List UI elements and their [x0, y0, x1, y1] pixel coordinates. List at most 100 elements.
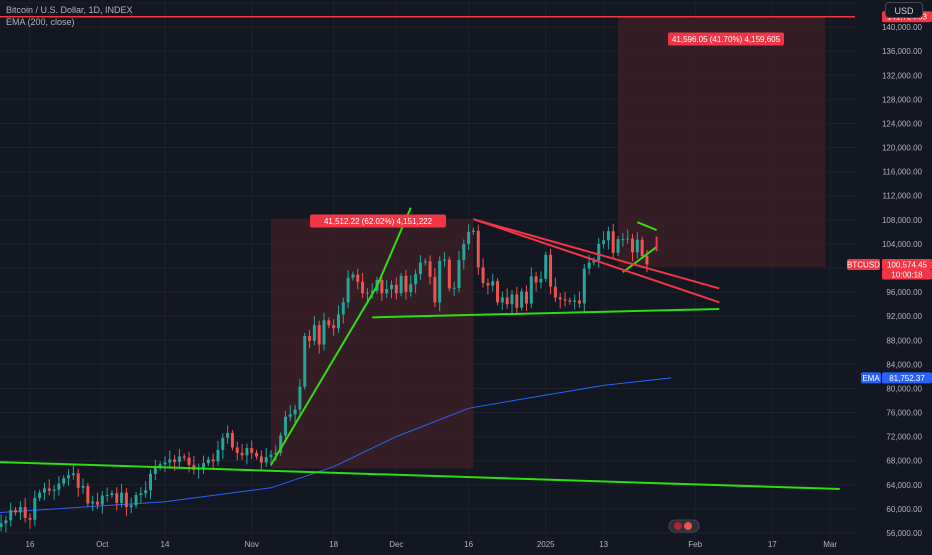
- candle-body: [23, 507, 27, 518]
- candle-body: [187, 457, 191, 465]
- candle-body: [298, 386, 302, 410]
- candle-body: [86, 486, 90, 504]
- symbol-title[interactable]: Bitcoin / U.S. Dollar, 1D, INDEX: [6, 5, 133, 15]
- trend-line-green: [270, 285, 378, 466]
- candle-body: [293, 409, 297, 415]
- candle-body: [134, 495, 138, 506]
- candle-body: [91, 501, 95, 504]
- measure-zone: [618, 16, 826, 267]
- candle-body: [380, 280, 384, 294]
- candle-body: [452, 287, 456, 289]
- ema-line: [0, 377, 672, 514]
- candle-body: [496, 281, 500, 303]
- candle-body: [129, 505, 133, 508]
- ema-name-tag-text: EMA: [862, 374, 880, 383]
- time-tick-label: Mar: [823, 540, 837, 549]
- candle-body: [351, 274, 355, 278]
- candle-body: [558, 297, 562, 300]
- candle-body: [0, 523, 3, 527]
- ema-name-tag: EMA: [861, 372, 881, 384]
- candle-body: [370, 290, 374, 293]
- candle-body: [529, 276, 533, 304]
- candle-body: [71, 473, 75, 476]
- candle-body: [481, 267, 485, 284]
- price-tick-label: 64,000.00: [886, 481, 922, 490]
- candle-body: [182, 456, 186, 458]
- candle-body: [582, 268, 586, 304]
- candle-body: [279, 435, 283, 453]
- candle-body: [476, 230, 480, 268]
- price-axis: 56,000.00 60,000.00 64,000.00 68,000.00 72,0…: [882, 23, 923, 538]
- price-tick-label: 108,000.00: [882, 216, 923, 225]
- candle-body: [524, 291, 528, 304]
- ema-value-tag-text: 81,752.37: [889, 374, 925, 383]
- time-tick-label: 13: [599, 540, 608, 549]
- candle-body: [33, 498, 37, 520]
- candle-body: [409, 284, 413, 293]
- candle-body: [52, 489, 56, 491]
- measure-label-second: 41,596.05 (41.70%) 4,159,605: [668, 32, 784, 46]
- candle-body: [500, 297, 504, 303]
- candle-body: [14, 510, 18, 513]
- candle-body: [139, 493, 143, 496]
- price-tick-label: 68,000.00: [886, 457, 922, 466]
- candle-body: [515, 294, 519, 308]
- candle-body: [264, 457, 268, 463]
- indicator-label[interactable]: EMA (200, close): [6, 17, 75, 27]
- time-tick-label: 2025: [537, 540, 555, 549]
- candle-body: [510, 294, 514, 305]
- time-tick-label: 16: [26, 540, 35, 549]
- candle-body: [505, 297, 509, 305]
- candle-body: [110, 493, 114, 496]
- price-tick-label: 112,000.00: [883, 192, 923, 201]
- candle-body: [28, 517, 32, 520]
- candle-body: [587, 262, 591, 269]
- price-tick-label: 136,000.00: [882, 47, 923, 56]
- candle-body: [230, 433, 234, 448]
- candle-body: [467, 231, 471, 244]
- candle-body: [245, 448, 249, 456]
- candle-body: [341, 302, 345, 315]
- price-tick-label: 116,000.00: [883, 168, 923, 177]
- candle-body: [240, 452, 244, 456]
- candle-body: [621, 239, 625, 241]
- candle-body: [57, 483, 61, 490]
- currency-button[interactable]: USD: [885, 2, 923, 18]
- candle-body: [534, 276, 538, 283]
- candle-body: [539, 278, 543, 283]
- candle-body: [438, 260, 442, 303]
- candle-body: [38, 492, 42, 499]
- countdown-tag-text: 10:00:18: [891, 271, 923, 280]
- candle-body: [573, 300, 577, 302]
- candle-body: [120, 492, 124, 503]
- price-tick-label: 76,000.00: [886, 409, 922, 418]
- candle-body: [163, 462, 167, 465]
- time-tick-label: 18: [329, 540, 338, 549]
- candle-body: [211, 459, 215, 462]
- candle-body: [202, 463, 206, 468]
- price-tick-label: 92,000.00: [886, 312, 922, 321]
- candle-body: [423, 261, 427, 263]
- candle-body: [443, 259, 447, 261]
- candle-body: [394, 284, 398, 294]
- candle-body: [76, 473, 80, 488]
- candle-body: [399, 275, 403, 294]
- price-tick-label: 96,000.00: [886, 288, 922, 297]
- time-tick-label: 16: [464, 540, 473, 549]
- candle-body: [520, 291, 524, 308]
- candle-body: [158, 464, 162, 468]
- time-tick-label: Oct: [96, 540, 109, 549]
- measure-label-second-bg: [668, 32, 784, 46]
- candle-body: [577, 300, 581, 304]
- candle-body: [322, 320, 326, 345]
- candle-body: [153, 467, 157, 474]
- candle-body: [269, 454, 273, 458]
- events-flag-icon[interactable]: [668, 519, 700, 533]
- measure-label-first-bg: [310, 214, 446, 228]
- candle-body: [447, 259, 451, 289]
- flag-dot: [674, 522, 682, 530]
- trend-line-red: [473, 218, 720, 304]
- candle-body: [457, 260, 461, 288]
